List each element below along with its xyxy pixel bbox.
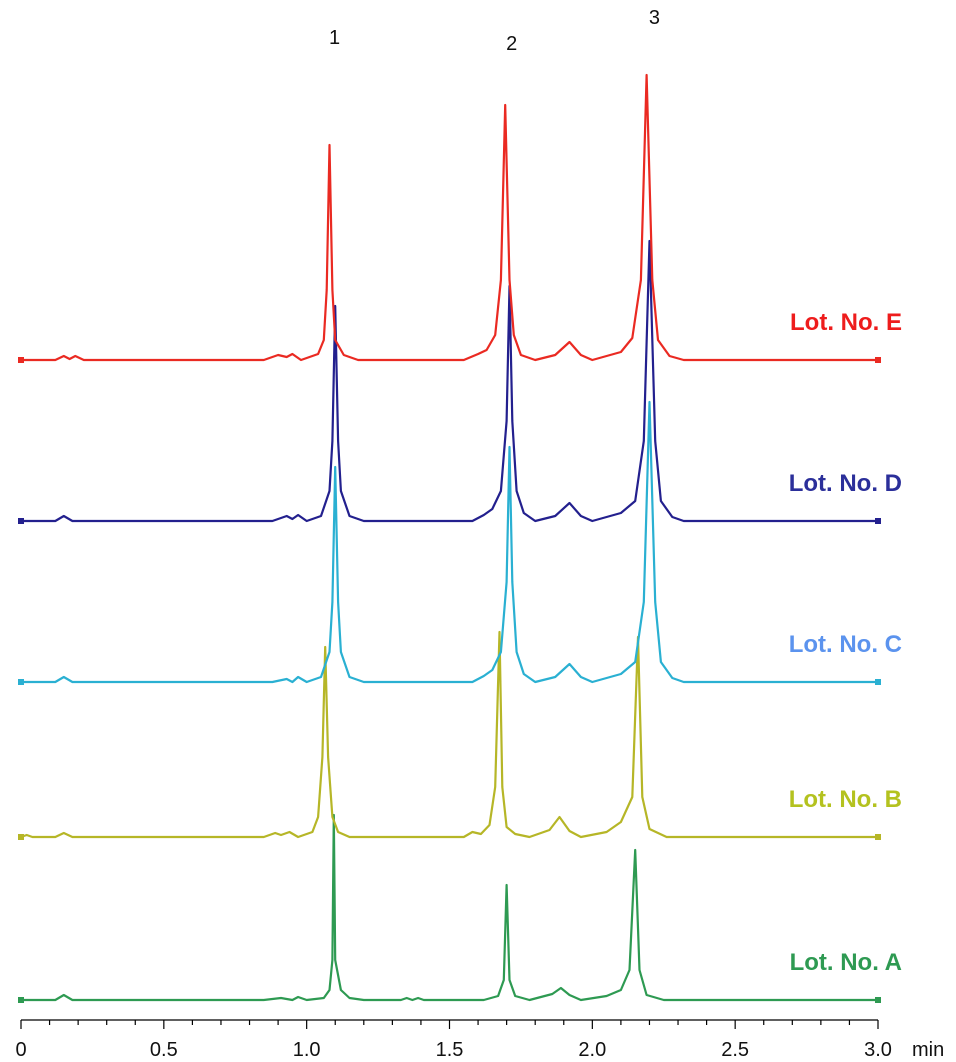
- trace-end-marker: [875, 357, 881, 363]
- x-tick-label: 0: [15, 1039, 26, 1061]
- trace-end-marker: [875, 834, 881, 840]
- x-axis: 0 0.5 1.0 1.5 2.0 2.5 3.0: [15, 1019, 892, 1061]
- peak-labels-group: 1 2 3: [329, 7, 660, 55]
- trace-lot-no-d: [21, 239, 878, 523]
- trace-end-marker: [18, 997, 24, 1003]
- trace-end-marker: [18, 518, 24, 524]
- x-axis-unit: min: [912, 1039, 944, 1061]
- x-tick-label: 1.0: [293, 1039, 321, 1061]
- trace-lot-no-c: [21, 400, 878, 684]
- x-tick-label: 2.5: [721, 1039, 749, 1061]
- series-label: Lot. No. E: [790, 309, 902, 336]
- trace-end-marker: [875, 679, 881, 685]
- x-tick-label: 2.0: [578, 1039, 606, 1061]
- trace-end-marker: [875, 997, 881, 1003]
- x-tick-label: 3.0: [864, 1039, 892, 1061]
- x-tick-label: 1.5: [436, 1039, 464, 1061]
- traces-group: [18, 73, 881, 1003]
- series-label: Lot. No. D: [789, 470, 902, 497]
- trace-end-marker: [875, 518, 881, 524]
- peak-label: 1: [329, 27, 340, 49]
- series-label: Lot. No. C: [789, 631, 902, 658]
- series-label: Lot. No. A: [790, 949, 902, 976]
- trace-lot-no-b: [20, 630, 878, 839]
- trace-end-marker: [18, 834, 24, 840]
- trace-end-marker: [18, 679, 24, 685]
- trace-lot-no-e: [21, 73, 878, 362]
- peak-label: 2: [506, 33, 517, 55]
- x-tick-label: 0.5: [150, 1039, 178, 1061]
- peak-label: 3: [649, 7, 660, 29]
- trace-end-marker: [18, 357, 24, 363]
- series-label: Lot. No. B: [789, 786, 902, 813]
- trace-lot-no-a: [21, 813, 878, 1002]
- series-labels-group: Lot. No. A Lot. No. B Lot. No. C Lot. No. D…: [789, 309, 902, 976]
